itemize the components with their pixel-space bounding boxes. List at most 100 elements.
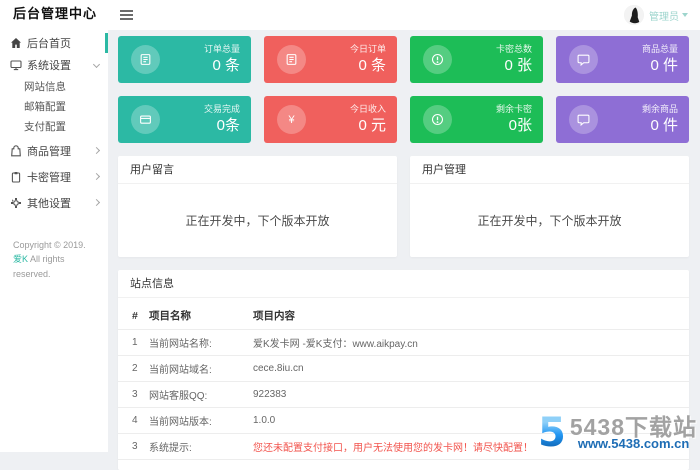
middle-panels: 用户留言 正在开发中，下个版本开放 用户管理 正在开发中，下个版本开放 [118, 156, 689, 257]
sidebar-item-home[interactable]: 后台首页 [0, 32, 108, 54]
stat-card-today-income: ¥ 今日收入 0 元 [264, 96, 397, 143]
sidebar-item-label: 商品管理 [27, 145, 71, 158]
row-num: 1 [118, 329, 145, 356]
row-content: 1.0.0 [249, 407, 689, 434]
stat-label: 商品总量 [641, 44, 678, 55]
stat-value: 0 张 [504, 57, 532, 74]
monitor-icon [10, 59, 22, 71]
sidebar-item-label: 卡密管理 [27, 171, 71, 184]
main-content: 订单总量 0 条 今日订单 0 条 卡密总数 0 张 商品总量 0 件 交易 [108, 30, 700, 470]
stat-cards-row-2: 交易完成 0条 ¥ 今日收入 0 元 剩余卡密 0张 剩余商品 0 件 [118, 96, 689, 143]
row-num: 3 [118, 433, 145, 460]
panel-title: 用户管理 [410, 156, 689, 184]
panel-user-messages: 用户留言 正在开发中，下个版本开放 [118, 156, 397, 257]
table-header-row: # 项目名称 项目内容 [118, 301, 689, 330]
bag-icon [10, 144, 22, 157]
chevron-right-icon [92, 172, 101, 181]
stat-value: 0 条 [212, 57, 240, 74]
subitem-label: 邮箱配置 [24, 100, 66, 113]
row-name: 网站客服QQ: [145, 381, 249, 408]
sidebar-subitem-pay-config[interactable]: 支付配置 [0, 116, 108, 136]
sidebar-item-other-settings[interactable]: 其他设置 [0, 191, 108, 214]
chat-icon [569, 45, 598, 74]
column-header: 项目内容 [249, 301, 689, 330]
watermark-site-url: www.5438.com.cn [577, 436, 690, 451]
panel-placeholder-text: 正在开发中，下个版本开放 [477, 214, 622, 228]
table-row: 1 当前网站名称: 爱K发卡网 -爱K支付：www.aikpay.cn [118, 329, 689, 356]
order-icon [131, 45, 160, 74]
stat-label: 交易完成 [203, 104, 240, 115]
clipboard-icon [10, 171, 22, 183]
stat-card-remaining-products: 剩余商品 0 件 [556, 96, 689, 143]
row-name: 系统提示: [145, 433, 249, 460]
watermark-site-name: 5438下载站 [569, 414, 697, 440]
panel-title: 用户留言 [118, 156, 397, 184]
stat-label: 订单总量 [203, 44, 240, 55]
sidebar-item-card-manage[interactable]: 卡密管理 [0, 165, 108, 188]
chevron-right-icon [92, 146, 101, 155]
sidebar-item-product-manage[interactable]: 商品管理 [0, 139, 108, 162]
row-name: 当前网站版本: [145, 407, 249, 434]
sidebar-menu: 后台首页 系统设置 网站信息 邮箱配置 支付配置 商品管理 [0, 30, 108, 214]
table-row: 3 网站客服QQ: 922383 [118, 381, 689, 408]
stat-label: 今日收入 [349, 104, 386, 115]
watermark-logo: 5 [537, 410, 566, 456]
sidebar-item-label: 系统设置 [27, 60, 71, 72]
stat-value: 0张 [508, 117, 532, 134]
subitem-label: 支付配置 [24, 120, 66, 133]
topbar: 管理员 [108, 0, 700, 30]
user-name: 管理员 [649, 11, 679, 23]
panel-user-management: 用户管理 正在开发中，下个版本开放 [410, 156, 689, 257]
table-row: 4 当前网站版本: 1.0.0 [118, 407, 689, 434]
row-num: 2 [118, 355, 145, 382]
row-content: 922383 [249, 381, 689, 408]
column-header: # [118, 301, 145, 330]
user-dropdown[interactable]: 管理员 [624, 5, 688, 25]
stat-card-today-orders: 今日订单 0 条 [264, 36, 397, 83]
wallet-icon [131, 105, 160, 134]
watermark: 5 5438下载站 www.5438.com.cn [537, 410, 697, 456]
row-name: 当前网站域名: [145, 355, 249, 382]
subitem-label: 网站信息 [24, 80, 66, 93]
stat-label: 剩余卡密 [495, 104, 532, 115]
chevron-right-icon [92, 198, 101, 207]
stat-value: 0 件 [650, 57, 678, 74]
caret-down-icon [682, 13, 688, 17]
stat-card-total-cards: 卡密总数 0 张 [410, 36, 543, 83]
sidebar: 后台管理中心 后台首页 系统设置 网站信息 邮箱配置 支付配置 [0, 0, 108, 452]
column-header: 项目名称 [145, 301, 249, 330]
chat-icon [569, 105, 598, 134]
hamburger-menu-icon[interactable] [120, 8, 133, 23]
order-icon [277, 45, 306, 74]
stat-value: 0 条 [358, 57, 386, 74]
stat-value: 0 件 [650, 117, 678, 134]
stat-card-remaining-cards: 剩余卡密 0张 [410, 96, 543, 143]
stat-label: 卡密总数 [495, 44, 532, 55]
row-num: 4 [118, 407, 145, 434]
sidebar-subitem-mail-config[interactable]: 邮箱配置 [0, 96, 108, 116]
row-content: cece.8iu.cn [249, 355, 689, 382]
yen-icon: ¥ [277, 105, 306, 134]
info-icon [423, 105, 452, 134]
chevron-down-icon [92, 60, 101, 68]
home-icon [10, 37, 22, 49]
stat-card-total-products: 商品总量 0 件 [556, 36, 689, 83]
stat-label: 今日订单 [349, 44, 386, 55]
stat-cards-row-1: 订单总量 0 条 今日订单 0 条 卡密总数 0 张 商品总量 0 件 [118, 36, 689, 83]
avatar [624, 5, 644, 25]
sidebar-subitem-site-info[interactable]: 网站信息 [0, 76, 108, 96]
row-name: 当前网站名称: [145, 329, 249, 356]
info-icon [423, 45, 452, 74]
stat-card-total-orders: 订单总量 0 条 [118, 36, 251, 83]
app-logo: 后台管理中心 [13, 7, 98, 22]
row-content: 爱K发卡网 -爱K支付：www.aikpay.cn [249, 329, 689, 356]
row-num: 3 [118, 381, 145, 408]
sidebar-item-system-settings[interactable]: 系统设置 [0, 54, 108, 76]
stat-value: 0条 [216, 117, 240, 134]
stat-card-completed-trades: 交易完成 0条 [118, 96, 251, 143]
panel-title: 站点信息 [118, 270, 689, 298]
brand-name: 爱K [13, 254, 29, 265]
stat-value: 0 元 [358, 117, 386, 134]
table-row: 2 当前网站域名: cece.8iu.cn [118, 355, 689, 382]
panel-placeholder-text: 正在开发中，下个版本开放 [185, 214, 330, 228]
